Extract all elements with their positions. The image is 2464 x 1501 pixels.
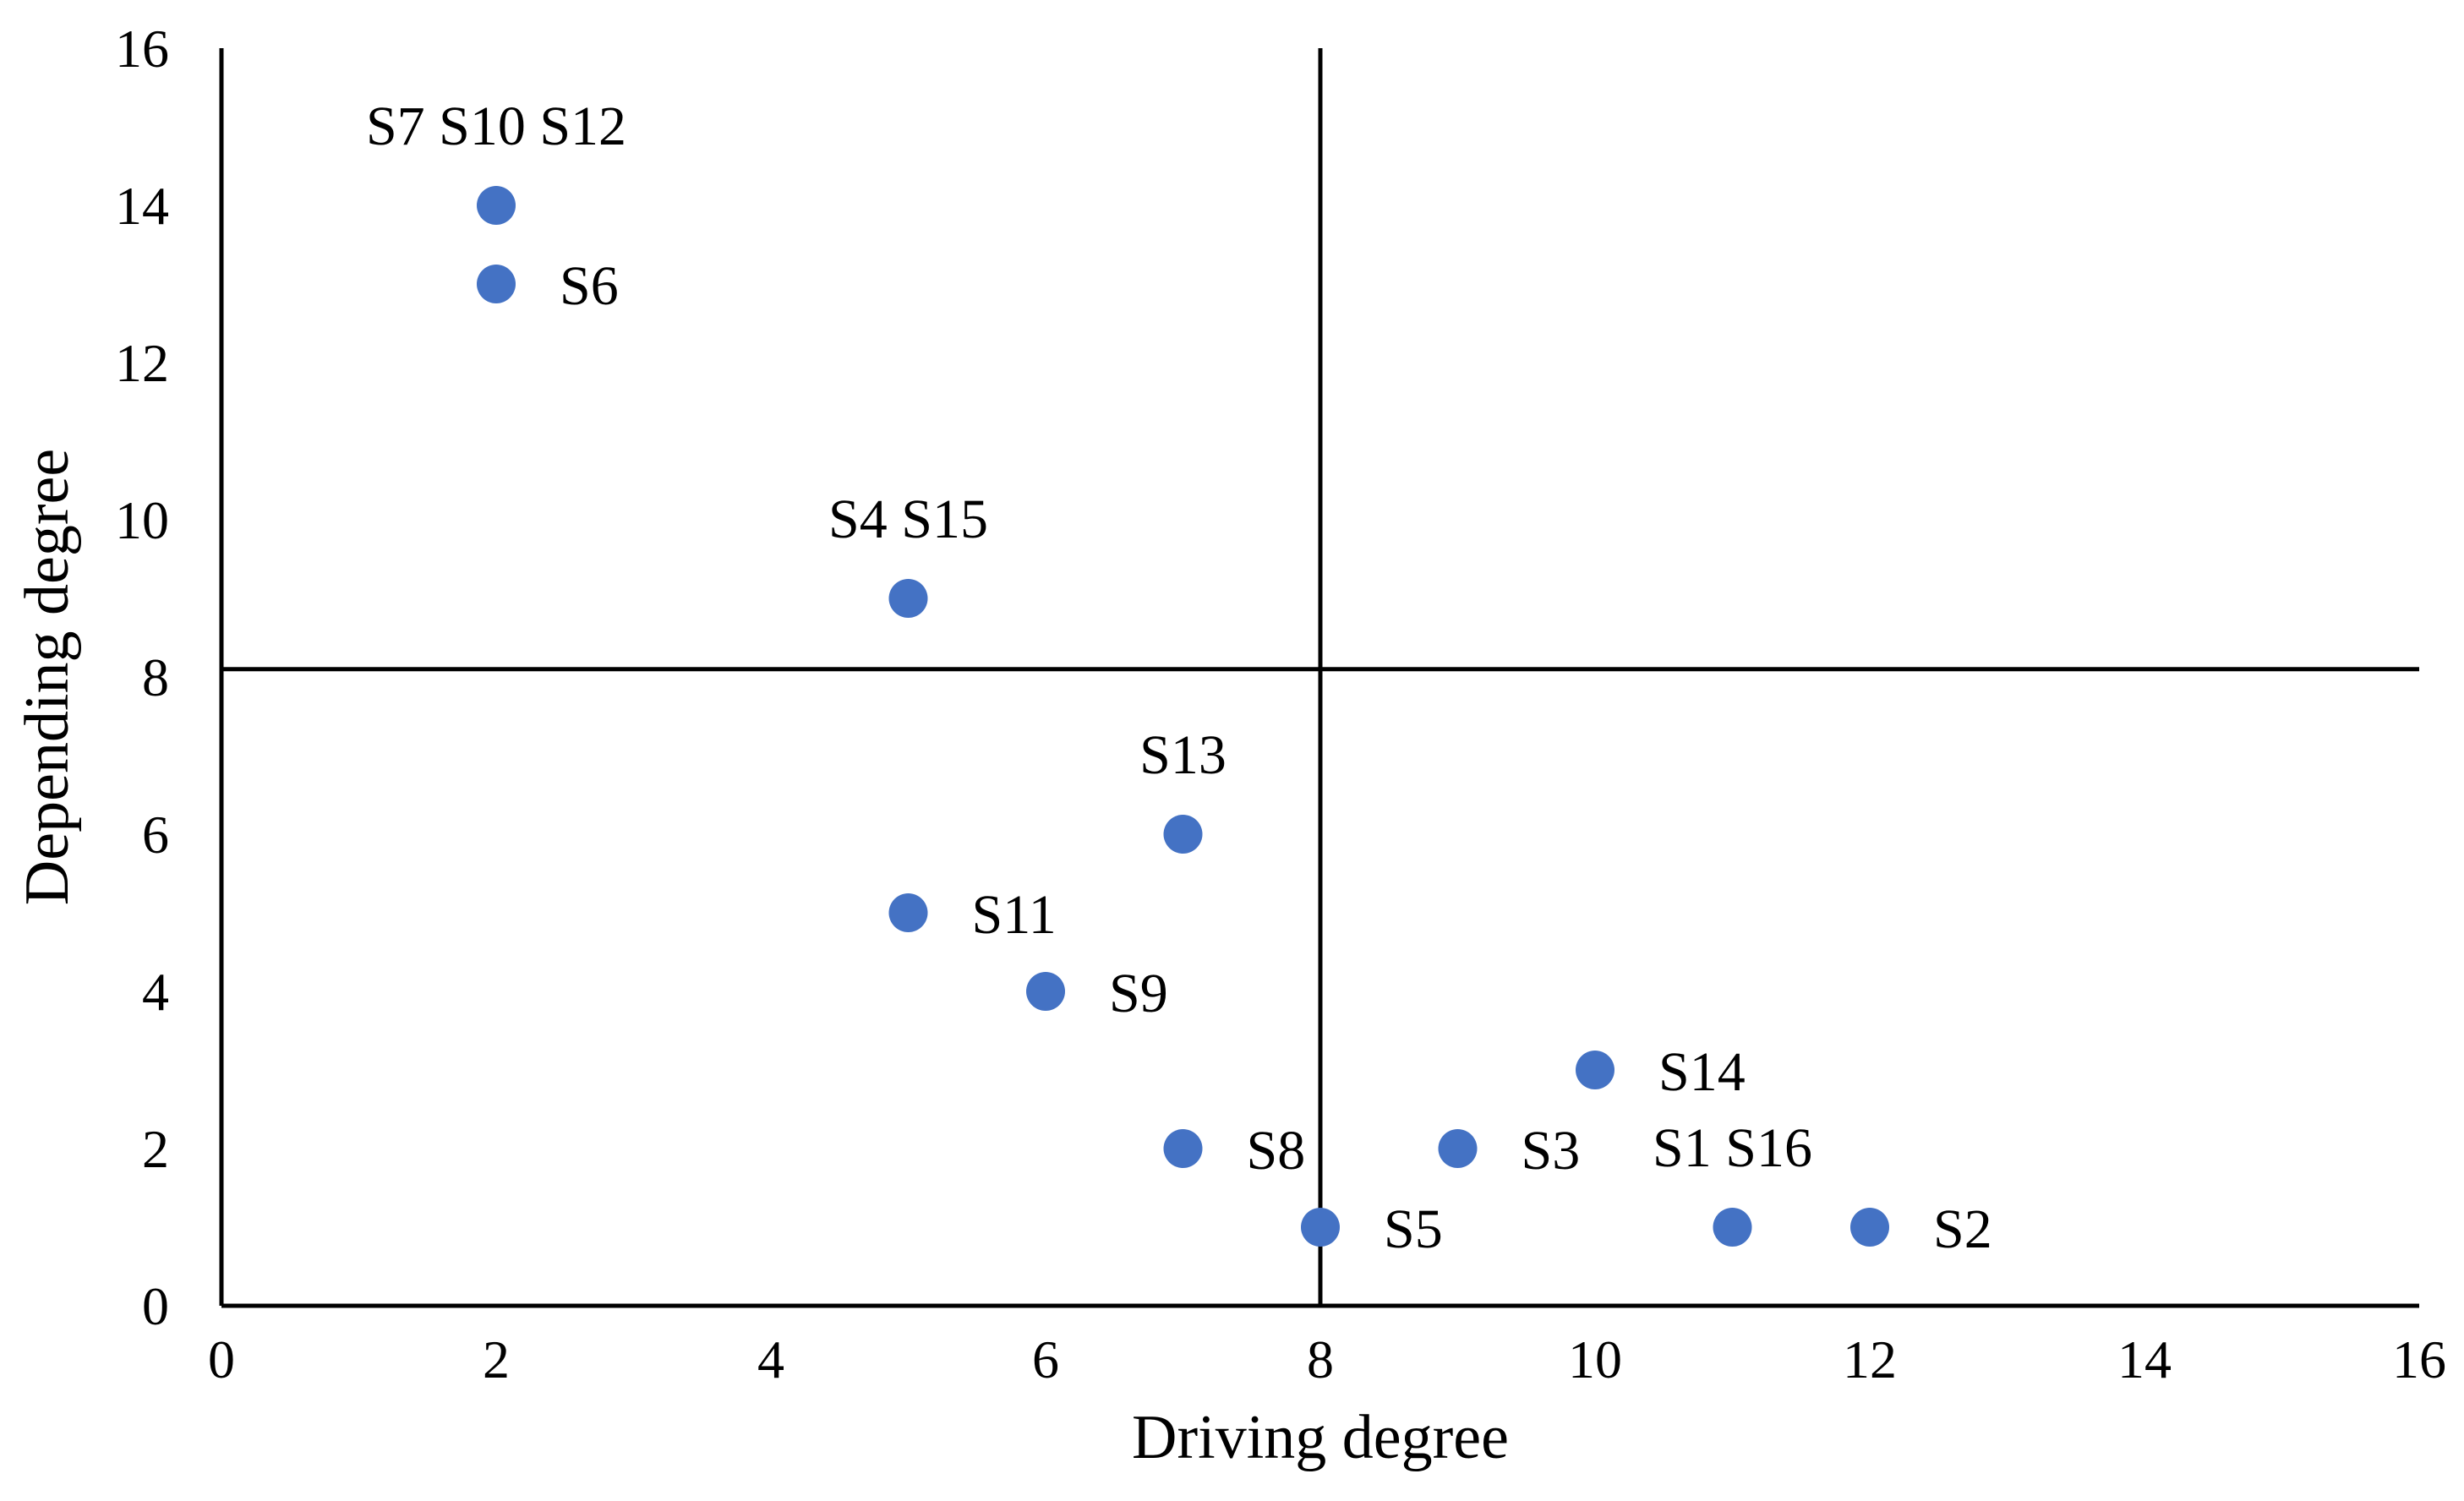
- data-point-label: S11: [972, 884, 1057, 946]
- data-point-label: S9: [1109, 963, 1168, 1024]
- x-tick-label: 4: [757, 1329, 784, 1389]
- y-tick-label: 2: [142, 1119, 169, 1179]
- x-tick-label: 10: [1568, 1329, 1622, 1389]
- data-point: [1301, 1208, 1340, 1247]
- y-tick-label: 8: [142, 647, 169, 707]
- x-tick-label: 0: [208, 1329, 235, 1389]
- data-point-label: S14: [1658, 1041, 1746, 1103]
- data-point: [1163, 815, 1203, 854]
- y-tick-label: 0: [142, 1276, 169, 1336]
- data-point: [1713, 1208, 1752, 1247]
- reference-lines: [221, 48, 2419, 1306]
- x-axis-title: Driving degree: [1132, 1403, 1509, 1472]
- data-point: [1163, 1129, 1203, 1168]
- x-tick-label: 6: [1032, 1329, 1059, 1389]
- data-point-label: S4 S15: [828, 489, 988, 550]
- data-point: [1576, 1051, 1614, 1089]
- x-tick-label: 16: [2392, 1329, 2446, 1389]
- y-tick-label: 16: [115, 19, 169, 79]
- y-tick-label: 14: [115, 176, 169, 236]
- x-tick-label: 12: [1843, 1329, 1897, 1389]
- data-point: [477, 265, 516, 303]
- data-point-label: S2: [1933, 1198, 1992, 1260]
- y-tick-label: 4: [142, 962, 169, 1022]
- data-point: [888, 579, 928, 618]
- data-points: [477, 186, 1889, 1247]
- y-tick-label: 10: [115, 490, 169, 550]
- y-tick-label: 12: [115, 333, 169, 393]
- data-point-label: S7 S10 S12: [366, 96, 626, 157]
- data-point-label: S13: [1139, 724, 1227, 786]
- data-point-label: S6: [560, 255, 619, 317]
- data-point: [888, 893, 928, 932]
- data-point-labels: S7 S10 S12 S6 S4 S15 S13 S11 S9 S8 S5 S3 S14 S1 S1…: [366, 96, 1992, 1260]
- data-point: [477, 186, 516, 225]
- data-point-label: S3: [1522, 1120, 1581, 1182]
- data-point-label: S1 S16: [1653, 1117, 1812, 1179]
- y-axis-title: Depending degree: [13, 449, 82, 905]
- y-axis-tick-labels: 0 2 4 6 8 10 12 14 16: [115, 19, 169, 1336]
- data-point-label: S5: [1384, 1198, 1443, 1260]
- x-tick-label: 2: [483, 1329, 510, 1389]
- x-tick-label: 8: [1307, 1329, 1334, 1389]
- data-point-label: S8: [1247, 1120, 1306, 1182]
- x-axis-tick-labels: 0 2 4 6 8 10 12 14 16: [208, 1329, 2446, 1389]
- data-point: [1026, 972, 1065, 1011]
- y-tick-label: 6: [142, 805, 169, 865]
- data-point: [1850, 1208, 1889, 1247]
- data-point: [1438, 1129, 1478, 1168]
- axes: [219, 48, 2419, 1308]
- x-tick-label: 14: [2117, 1329, 2172, 1389]
